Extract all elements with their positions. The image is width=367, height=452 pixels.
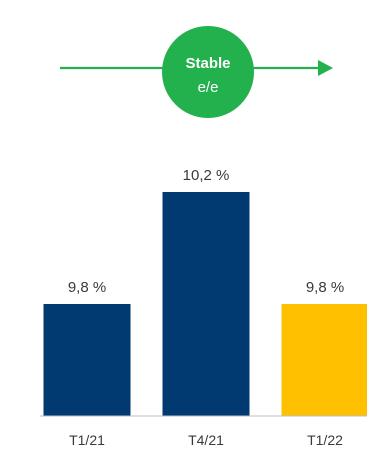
bar-t1-22 [281,304,367,416]
tick-labels-group: T1/21 T4/21 T1/22 [69,432,343,448]
bar-t4-21 [162,192,250,416]
tick-label-t1-22: T1/22 [307,432,343,448]
trend-arrow-head [318,60,333,76]
value-label-t1-22: 9,8 % [306,279,344,296]
value-labels-group: 9,8 % 10,2 % 9,8 % [68,167,344,296]
trend-badge-circle [162,26,254,118]
trend-badge-subtitle: e/e [198,79,219,96]
trend-badge-title: Stable [185,55,230,72]
tick-label-t4-21: T4/21 [188,432,224,448]
value-label-t4-21: 10,2 % [183,167,230,184]
value-label-t1-21: 9,8 % [68,279,106,296]
tick-label-t1-21: T1/21 [69,432,105,448]
bar-t1-21 [43,304,131,416]
bars-group [43,192,367,416]
